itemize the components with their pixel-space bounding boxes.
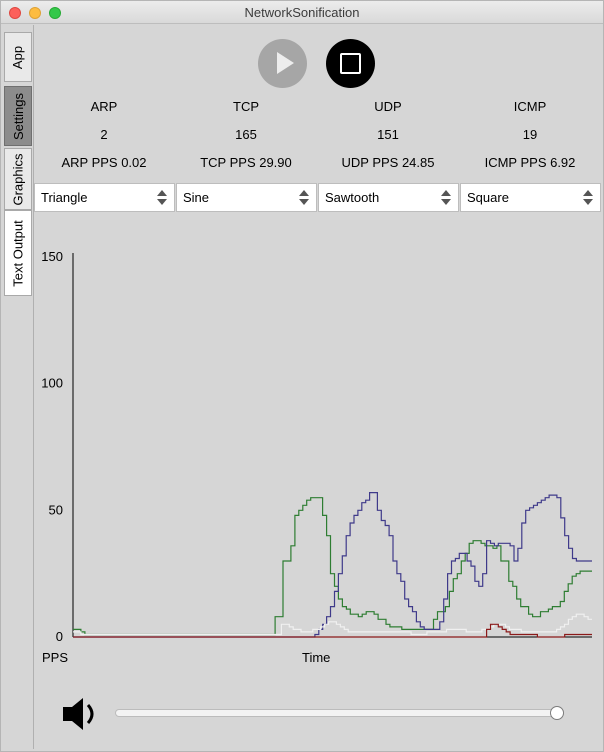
y-tick-label: 100 [41,376,63,391]
protocol-name: TCP [233,99,259,114]
y-tick-label: 150 [41,249,63,264]
packet-count: 2 [100,127,108,142]
tab-text-output[interactable]: Text Output [4,210,32,296]
tab-settings[interactable]: Settings [4,86,32,146]
main-panel [33,25,601,749]
stop-button[interactable] [326,39,375,88]
tab-app[interactable]: App [4,32,32,82]
packet-count: 19 [522,127,538,142]
y-tick-label: 50 [49,502,63,517]
y-axis-label: PPS [42,650,68,665]
packet-count: 151 [377,127,399,142]
volume-slider-handle[interactable] [550,706,564,720]
pps-value: TCP PPS 29.90 [200,155,292,170]
select-arrows-icon [299,190,309,206]
speaker-icon [63,698,94,730]
tab-graphics[interactable]: Graphics [4,148,32,210]
waveform-select-value: Sawtooth [325,190,380,205]
waveform-select-arp[interactable]: Triangle [34,183,175,212]
side-tab-strip: App Settings Graphics Text Output [4,32,32,748]
y-tick-label: 0 [56,629,63,644]
waveform-select-value: Sine [183,190,210,205]
pps-value: ICMP PPS 6.92 [484,155,576,170]
waveform-select-value: Square [467,190,509,205]
protocol-name: ICMP [513,99,547,114]
series-line-3 [73,623,592,638]
waveform-select-value: Triangle [41,190,88,205]
series-line-0 [73,497,592,636]
pps-line-chart: 0 50 100 150 PPS Time [41,249,592,665]
select-arrows-icon [157,190,167,206]
waveform-select-tcp[interactable]: Sine [176,183,317,212]
minimize-window-icon[interactable] [29,7,41,19]
packet-count: 165 [235,127,257,142]
waveform-select-icmp[interactable]: Square [460,183,601,212]
title-bar: NetworkSonification [1,1,603,24]
protocol-name: ARP [90,99,118,114]
series-line-2 [73,613,592,636]
y-tick-labels: 0 50 100 150 [41,249,63,644]
select-arrows-icon [441,190,451,206]
close-window-icon[interactable] [9,7,21,19]
play-button[interactable] [258,39,307,88]
waveform-select-udp[interactable]: Sawtooth [318,183,459,212]
series-lines [73,492,592,638]
x-axis-label: Time [302,650,330,665]
maximize-window-icon[interactable] [49,7,61,19]
protocol-name: UDP [374,99,402,114]
select-arrows-icon [583,190,593,206]
pps-value: ARP PPS 0.02 [61,155,147,170]
series-line-1 [73,492,592,638]
pps-value: UDP PPS 24.85 [341,155,435,170]
window-title: NetworkSonification [244,5,360,20]
volume-slider-track[interactable] [115,709,557,717]
